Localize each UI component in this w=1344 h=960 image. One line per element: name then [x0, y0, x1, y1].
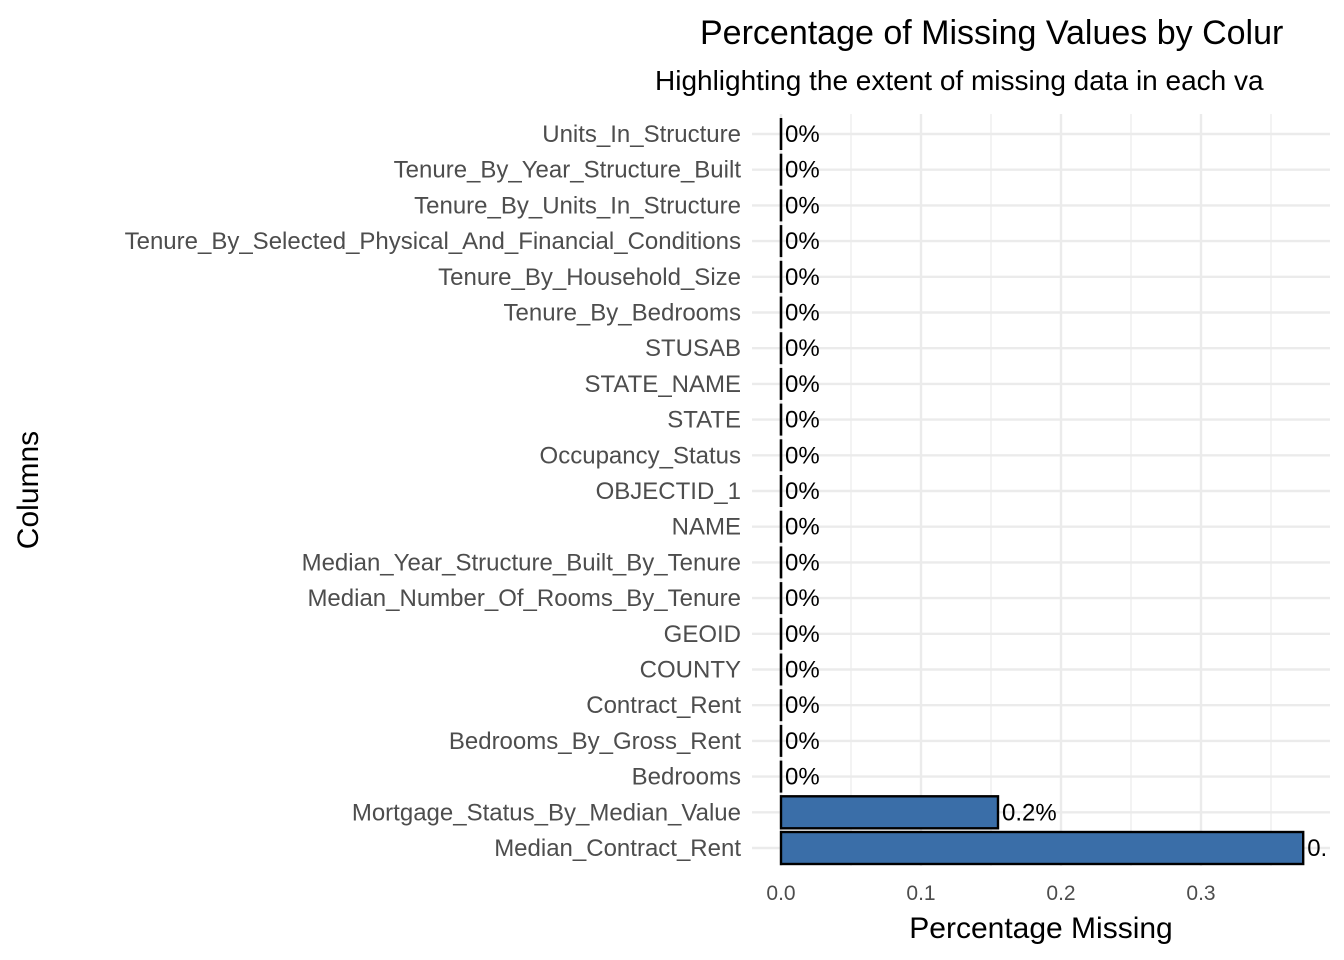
category-label: Tenure_By_Year_Structure_Built — [394, 157, 742, 184]
category-label: GEOID — [664, 621, 741, 648]
category-label: Tenure_By_Household_Size — [438, 264, 741, 291]
data-label: 0% — [785, 585, 820, 612]
bars-group — [779, 118, 1305, 866]
category-label: Occupancy_Status — [540, 442, 741, 469]
bar — [779, 830, 1305, 866]
category-label: Tenure_By_Bedrooms — [504, 300, 741, 327]
data-labels: 0% 0% 0% 0% 0% 0% 0% 0% 0% 0% 0% 0% 0% 0% 0% 0% 0% 0% 0% 0.… — [785, 121, 1327, 862]
data-label: 0% — [785, 514, 820, 541]
data-label: 0% — [785, 264, 820, 291]
data-label: 0% — [785, 157, 820, 184]
x-tick-label: 0.3 — [1186, 882, 1215, 905]
category-label: Tenure_By_Units_In_Structure — [414, 192, 741, 219]
data-label: 0. — [1307, 835, 1327, 862]
x-tick-labels: 0.0 0.1 0.2 0.3 — [766, 882, 1215, 905]
category-label: Median_Number_Of_Rooms_By_Tenure — [307, 585, 741, 612]
data-label: 0% — [785, 621, 820, 648]
grid-lines — [752, 114, 1330, 866]
data-label: 0% — [785, 407, 820, 434]
data-label: 0% — [785, 442, 820, 469]
category-label: COUNTY — [640, 657, 741, 684]
category-label: NAME — [672, 514, 741, 541]
data-label: 0.2% — [1002, 799, 1057, 826]
category-label: Bedrooms — [632, 764, 741, 791]
category-label: Contract_Rent — [586, 692, 741, 719]
chart-subtitle: Highlighting the extent of missing data … — [655, 65, 1264, 96]
chart-title: Percentage of Missing Values by Colur — [700, 14, 1283, 52]
category-label: Median_Year_Structure_Built_By_Tenure — [302, 549, 741, 576]
data-label: 0% — [785, 764, 820, 791]
data-label: 0% — [785, 192, 820, 219]
category-label: Tenure_By_Selected_Physical_And_Financia… — [125, 228, 741, 255]
category-label: Mortgage_Status_By_Median_Value — [352, 799, 741, 826]
y-axis-label: Columns — [12, 431, 45, 549]
data-label: 0% — [785, 692, 820, 719]
category-label: Median_Contract_Rent — [494, 835, 741, 862]
x-tick-label: 0.0 — [766, 882, 795, 905]
data-label: 0% — [785, 728, 820, 755]
data-label: 0% — [785, 228, 820, 255]
category-label: STUSAB — [645, 335, 741, 362]
data-label: 0% — [785, 549, 820, 576]
x-tick-label: 0.1 — [906, 882, 935, 905]
data-label: 0% — [785, 335, 820, 362]
category-label: Bedrooms_By_Gross_Rent — [449, 728, 741, 755]
category-label: STATE — [667, 407, 741, 434]
category-label: STATE_NAME — [585, 371, 741, 398]
data-label: 0% — [785, 657, 820, 684]
data-label: 0% — [785, 300, 820, 327]
data-label: 0% — [785, 121, 820, 148]
category-label: Units_In_Structure — [542, 121, 741, 148]
category-labels: Units_In_Structure Tenure_By_Year_Structu… — [125, 121, 742, 862]
x-axis-label: Percentage Missing — [909, 912, 1172, 945]
data-label: 0% — [785, 371, 820, 398]
category-label: OBJECTID_1 — [596, 478, 741, 505]
bar — [779, 795, 1000, 830]
data-label: 0% — [785, 478, 820, 505]
x-tick-label: 0.2 — [1046, 882, 1075, 905]
